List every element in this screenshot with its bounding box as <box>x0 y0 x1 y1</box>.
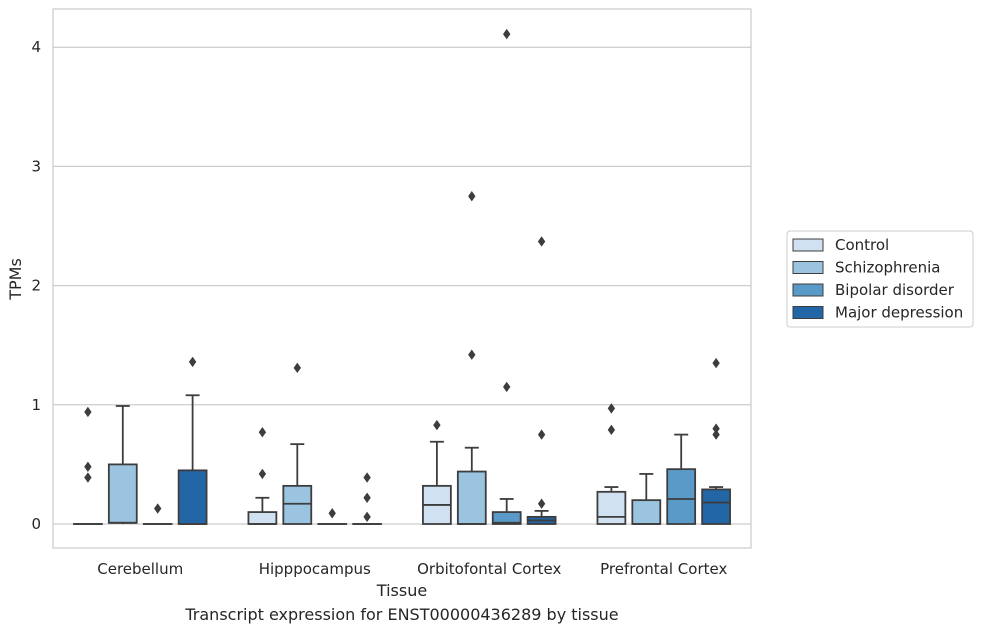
box-bipolar-disorder <box>317 508 348 525</box>
outlier-point <box>293 362 301 374</box>
outlier-point <box>84 406 92 418</box>
plot-area-frame <box>52 8 752 549</box>
outlier-point <box>607 424 616 436</box>
outlier-point <box>468 191 476 202</box>
outlier-point <box>607 403 616 414</box>
box-body <box>247 511 278 525</box>
outlier-point <box>712 357 720 369</box>
outlier-point <box>537 236 546 247</box>
box-control <box>73 406 103 525</box>
outlier-point <box>503 381 511 393</box>
legend-swatch <box>792 283 824 297</box>
legend-frame <box>786 230 974 328</box>
legend-swatch <box>792 306 824 319</box>
grid-lines <box>53 46 751 525</box>
box-body <box>282 484 313 525</box>
y-tick-label: 0 <box>31 515 41 533</box>
outlier-point <box>503 28 511 40</box>
box-body <box>177 469 208 525</box>
box-major-depression <box>526 236 557 525</box>
outlier-point <box>537 429 546 440</box>
box-body <box>701 488 731 525</box>
box-body <box>596 490 627 525</box>
box-schizophrenia <box>456 191 487 525</box>
outlier-point <box>84 472 92 483</box>
box-major-depression <box>701 357 731 525</box>
box-schizophrenia <box>107 405 138 524</box>
legend-swatch <box>792 238 824 252</box>
x-tick-label: Hipppocampus <box>259 560 371 578</box>
box-control <box>422 419 452 525</box>
box-body <box>631 499 662 525</box>
outlier-point <box>188 356 197 368</box>
box-major-depression <box>352 472 382 525</box>
x-axis-label: Tissue <box>376 581 427 600</box>
legend-label: Control <box>835 236 889 254</box>
box-major-depression <box>177 356 208 525</box>
outlier-point <box>258 427 267 438</box>
box-control <box>247 427 278 525</box>
outlier-point <box>363 472 371 483</box>
outlier-point <box>433 419 441 431</box>
box-plot-series <box>73 28 731 525</box>
x-tick-label: Cerebellum <box>97 560 183 578</box>
y-tick-label: 3 <box>31 157 41 175</box>
legend-label: Bipolar disorder <box>835 281 955 299</box>
legend: Control Schizophrenia Bipolar disorder Majo… <box>786 230 974 328</box>
outlier-point <box>537 498 546 509</box>
box-control <box>596 403 627 525</box>
outlier-point <box>154 503 162 514</box>
box-bipolar-disorder <box>666 433 697 525</box>
y-tick-label: 1 <box>31 396 41 414</box>
box-body <box>491 511 522 525</box>
y-tick-label: 4 <box>31 38 41 56</box>
outlier-point <box>468 349 476 360</box>
outlier-point <box>363 492 371 503</box>
outlier-point <box>328 508 336 519</box>
box-body <box>666 468 697 525</box>
x-axis-ticks: Cerebellum Hipppocampus Orbitofontal Corte… <box>97 560 727 578</box>
box-bipolar-disorder <box>142 503 173 525</box>
legend-label: Schizophrenia <box>835 259 940 277</box>
box-schizophrenia <box>631 473 662 525</box>
box-body <box>456 470 487 525</box>
y-axis-label: TPMs <box>6 258 25 301</box>
box-schizophrenia <box>282 362 313 525</box>
x-tick-label: Prefrontal Cortex <box>600 560 727 578</box>
y-tick-label: 2 <box>31 277 41 295</box>
legend-label: Major depression <box>835 304 963 322</box>
y-axis-ticks: 0 1 2 3 4 <box>31 38 41 533</box>
outlier-point <box>363 511 371 523</box>
legend-swatch <box>792 261 824 274</box>
box-bipolar-disorder <box>491 28 522 525</box>
x-tick-label: Orbitofontal Cortex <box>417 560 561 578</box>
box-body <box>107 463 138 524</box>
outlier-point <box>84 461 92 472</box>
outlier-point <box>258 468 267 480</box>
outlier-point <box>712 429 720 440</box>
chart-caption: Transcript expression for ENST0000043628… <box>185 605 619 624</box>
